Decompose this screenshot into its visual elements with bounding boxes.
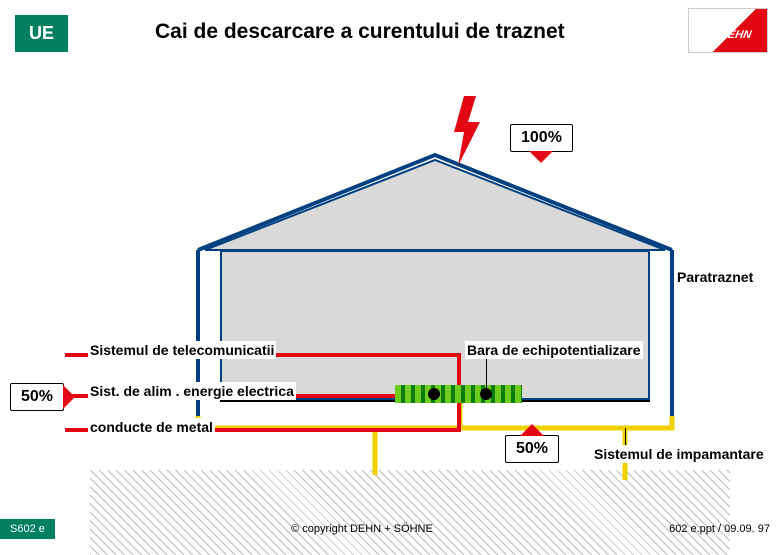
badge-50-bottom: 50% <box>505 435 559 463</box>
brand-logo: DEHN <box>688 8 768 53</box>
label-power: Sist. de alim . energie electrica <box>88 382 296 400</box>
label-bara: Bara de echipotentializare <box>465 341 643 359</box>
equipotential-bar <box>395 385 522 403</box>
house-body <box>220 250 650 400</box>
label-metal: conducte de metal <box>88 418 215 436</box>
header-badge: UE <box>15 15 68 52</box>
footer: S602 e © copyright DEHN + SÖHNE 602 e.pp… <box>0 518 780 540</box>
label-metal-text: conducte de metal <box>90 419 213 435</box>
bonding-node-left <box>428 388 440 400</box>
label-telecom: Sistemul de telecomunicatii <box>88 341 276 359</box>
label-impamantare: Sistemul de impamantare <box>592 445 766 463</box>
footer-fileinfo: 602 e.ppt / 09.09. 97 <box>669 523 780 535</box>
leader-bara <box>486 358 487 388</box>
leader-ground <box>625 428 626 446</box>
footer-copyright: © copyright DEHN + SÖHNE <box>55 523 669 535</box>
diagram-area: 100% 50% 50% Paratraznet Sistemul de tel… <box>0 80 780 510</box>
logo-text: DEHN <box>719 29 752 41</box>
badge-100: 100% <box>510 124 573 152</box>
lightning-icon <box>450 96 490 166</box>
badge-50-left: 50% <box>10 383 64 411</box>
footer-slide-id: S602 e <box>0 519 55 539</box>
label-telecom-text: Sistemul de telecomunicatii <box>90 342 274 358</box>
label-paratraznet: Paratraznet <box>675 268 755 286</box>
bonding-node-right <box>480 388 492 400</box>
label-power-text: Sist. de alim . energie electrica <box>90 383 294 399</box>
page-title: Cai de descarcare a curentului de trazne… <box>155 20 565 44</box>
